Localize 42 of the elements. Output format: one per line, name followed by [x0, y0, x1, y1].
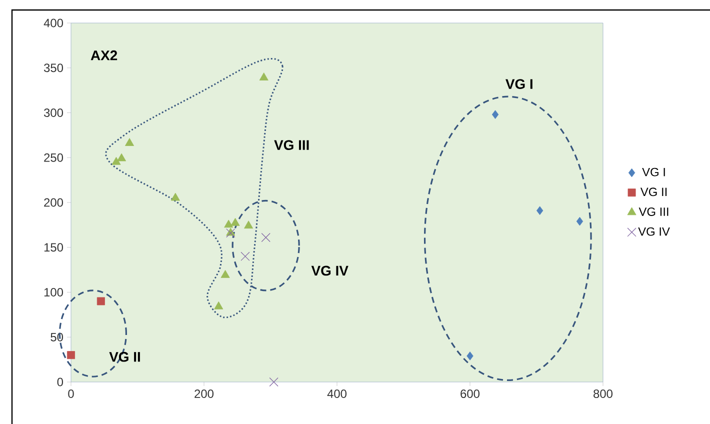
- point: [220, 270, 230, 278]
- point: [67, 351, 75, 360]
- point: [125, 138, 134, 146]
- point: [230, 218, 240, 226]
- x-tick-label: 0: [68, 390, 74, 398]
- y-tick-label: 200: [44, 198, 64, 207]
- x-tick-label: 200: [194, 390, 214, 398]
- point: [576, 216, 584, 226]
- legend-label: VG II: [640, 188, 667, 196]
- annotation: VG IV: [311, 266, 348, 276]
- point: [261, 232, 270, 242]
- y-tick-label: 100: [44, 288, 64, 296]
- legend-label: VG IV: [638, 227, 670, 236]
- y-tick-label: 150: [44, 243, 64, 252]
- point: [244, 220, 254, 229]
- point: [117, 153, 126, 162]
- y-tick-label: 350: [44, 64, 64, 72]
- point: [492, 110, 499, 119]
- point: [112, 156, 121, 165]
- point: [214, 301, 224, 310]
- y-tick-label: 400: [44, 18, 64, 28]
- x-tick-label: 800: [594, 390, 613, 398]
- x-tick-label: 600: [460, 390, 480, 398]
- point: [536, 206, 544, 215]
- annotation: VG I: [506, 79, 532, 89]
- point: [259, 72, 268, 80]
- point: [170, 192, 180, 201]
- legend-label: VG I: [642, 168, 665, 176]
- y-tick-label: 250: [44, 153, 64, 162]
- y-tick-label: 0: [57, 378, 64, 386]
- y-tick-label: 50: [50, 332, 64, 342]
- point: [466, 352, 474, 360]
- point: [269, 377, 278, 387]
- point: [96, 297, 105, 306]
- point: [224, 220, 234, 228]
- x-tick-label: 400: [327, 390, 347, 398]
- annotation: VG II: [109, 352, 140, 362]
- point: [240, 252, 250, 261]
- legend-label: VG III: [638, 207, 668, 216]
- annotation: VG III: [274, 140, 309, 150]
- annotation: AX2: [90, 50, 118, 60]
- y-tick-label: 300: [44, 108, 64, 117]
